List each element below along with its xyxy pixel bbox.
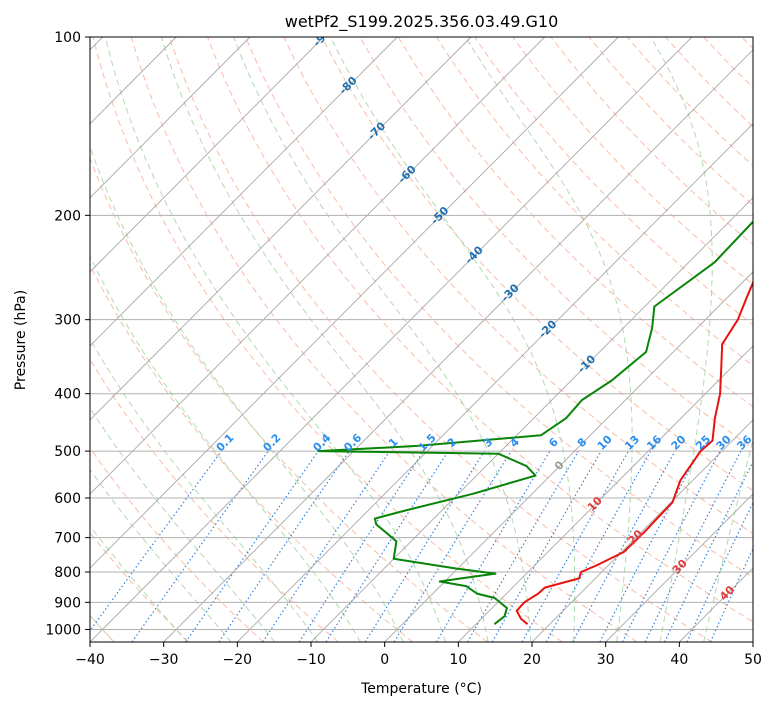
isotherm [384, 271, 753, 642]
isotherm [163, 49, 753, 642]
isotherm [458, 345, 753, 642]
isotherm [90, 37, 324, 273]
moist-adiabat [90, 468, 232, 642]
y-tick-label: 900 [54, 595, 81, 611]
mixing-ratio-line [325, 450, 449, 642]
moist-adiabat [90, 407, 276, 642]
y-tick-label: 1000 [45, 622, 81, 638]
moist-adiabat [90, 337, 319, 642]
isotherm [90, 37, 693, 642]
mixing-ratio-line [393, 450, 512, 642]
isotherm [90, 37, 251, 199]
x-tick-label: −20 [223, 652, 253, 668]
y-tick-label: 300 [54, 313, 81, 329]
dewpoint-profile [317, 220, 753, 625]
x-tick-label: −30 [149, 652, 179, 668]
moist-adiabat [90, 145, 404, 642]
y-tick-label: 800 [54, 565, 81, 581]
x-tick-label: 30 [597, 652, 615, 668]
isotherm [605, 493, 753, 642]
isotherm [310, 197, 753, 642]
moist-adiabat [650, 37, 713, 642]
x-tick-label: 40 [670, 652, 688, 668]
dry-adiabat [92, 37, 563, 642]
x-tick-label: −40 [75, 652, 105, 668]
plot-area: -90-80-70-60-50-40-30-20-100.1 0.2 0.4 0.6 1… [90, 37, 754, 642]
moist-adiabat [160, 37, 489, 642]
dry-adiabat [207, 37, 753, 623]
dry-adiabat [435, 37, 753, 367]
chart-title: wetPf2_S199.2025.356.03.49.G10 [285, 12, 559, 32]
isotherm [90, 37, 619, 569]
isotherm [90, 37, 398, 347]
mixing-ratio-line [218, 450, 350, 642]
mixing-ratio-line [298, 450, 424, 642]
dry-adiabat [130, 37, 638, 642]
mixing-ratio-line [262, 450, 391, 642]
y-tick-label: 200 [54, 208, 81, 224]
isotherm [237, 123, 753, 642]
mixing-ratio-line [90, 450, 222, 632]
mixing-ratio-line [545, 450, 652, 642]
mixing-ratio-label: 36 [734, 432, 754, 452]
y-tick-label: 500 [54, 444, 81, 460]
isotherm [531, 419, 753, 642]
isotherm [90, 37, 472, 421]
moist-adiabat [90, 525, 188, 642]
x-tick-label: 50 [744, 652, 762, 668]
plot-frame [89, 36, 754, 643]
pressure-grid [90, 37, 753, 630]
y-tick-label: 400 [54, 387, 81, 403]
y-tick-label: 700 [54, 531, 81, 547]
y-axis: 100 200 300 400 500 600 700 800 900 1000 [45, 30, 90, 638]
dry-adiabat [283, 37, 753, 535]
y-tick-label: 600 [54, 491, 81, 507]
x-tick-label: −10 [296, 652, 326, 668]
x-axis-title: Temperature (°C) [360, 681, 482, 697]
x-tick-label: 10 [449, 652, 467, 668]
dry-adiabat [321, 37, 753, 492]
mixing-ratio-line [664, 460, 753, 642]
isotherms [90, 37, 753, 642]
dry-adiabat [90, 447, 264, 642]
dry-adiabat [90, 358, 339, 642]
x-axis: −40 −30 −20 −10 0 10 20 30 40 50 [75, 642, 762, 668]
moist-adiabat [703, 437, 753, 642]
dry-adiabat [512, 37, 753, 286]
isotherm [90, 37, 545, 495]
y-tick-label: 100 [54, 30, 81, 46]
mixing-ratio-line [185, 450, 319, 642]
mixing-ratio-line [621, 450, 721, 642]
moist-adiabat [104, 37, 447, 642]
mixing-ratio-line [644, 450, 742, 642]
dry-adiabat [245, 37, 753, 578]
x-tick-label: 20 [523, 652, 541, 668]
dry-adiabat [90, 263, 414, 642]
x-tick-label: 0 [380, 652, 389, 668]
temperature-profile [515, 280, 753, 625]
y-axis-title: Pressure (hPa) [13, 290, 29, 390]
moist-adiabat [330, 37, 576, 642]
mixing-ratio-line [572, 450, 676, 642]
profiles [317, 220, 753, 625]
mixing-ratio-line [521, 450, 630, 642]
dry-adiabat [474, 37, 753, 326]
